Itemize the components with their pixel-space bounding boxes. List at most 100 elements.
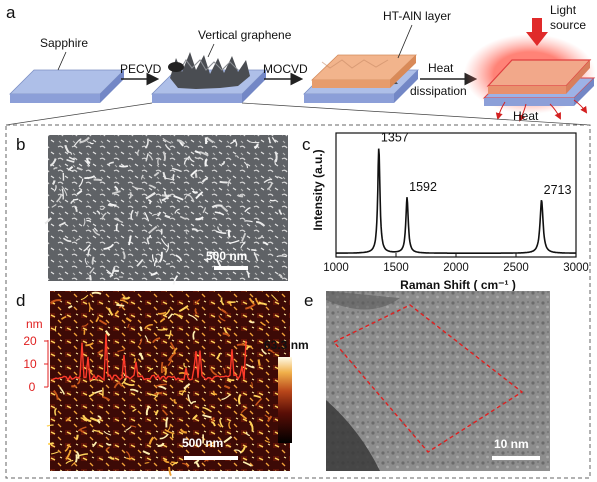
sem-flake bbox=[141, 174, 144, 180]
afm-flake bbox=[239, 413, 248, 420]
sem-flake bbox=[86, 220, 92, 223]
afm-flake bbox=[152, 337, 161, 344]
sem-flake bbox=[164, 144, 171, 151]
afm-flake bbox=[210, 368, 218, 376]
raman-peak-label: 1357 bbox=[381, 131, 409, 145]
afm-flake bbox=[65, 416, 72, 422]
sem-flake bbox=[277, 176, 283, 180]
afm-flake bbox=[89, 379, 99, 383]
afm-flake bbox=[168, 466, 172, 476]
sem-flake bbox=[91, 256, 95, 265]
sem-flake bbox=[184, 192, 192, 200]
afm-flake bbox=[154, 392, 159, 399]
sem-flake bbox=[158, 251, 163, 263]
sem-flake bbox=[191, 190, 199, 194]
sem-flake bbox=[263, 178, 273, 184]
afm-flake bbox=[117, 380, 123, 387]
afm-flake bbox=[157, 311, 167, 315]
afm-flake bbox=[227, 377, 235, 382]
inset-frame bbox=[5, 124, 591, 479]
afm-flake bbox=[49, 299, 62, 305]
afm-flake bbox=[121, 377, 127, 385]
sem-flake bbox=[160, 238, 169, 248]
afm-flake bbox=[211, 421, 216, 427]
sapphire-label: Sapphire bbox=[40, 36, 88, 50]
sem-flake bbox=[151, 254, 155, 262]
sem-flake bbox=[202, 207, 207, 214]
afm-flake bbox=[183, 362, 187, 368]
sem-flake bbox=[49, 158, 57, 167]
afm-flake bbox=[173, 347, 178, 355]
sem-flake bbox=[75, 238, 80, 242]
afm-flake bbox=[259, 321, 266, 327]
sem-flake bbox=[163, 191, 169, 200]
afm-flake bbox=[160, 361, 164, 374]
sem-flake bbox=[130, 209, 134, 220]
sem-flake bbox=[244, 220, 253, 223]
afm-flake bbox=[173, 399, 177, 405]
sem-flake bbox=[257, 235, 263, 240]
sem-flake bbox=[230, 138, 237, 145]
afm-flake bbox=[60, 315, 67, 320]
afm-flake bbox=[179, 428, 187, 434]
sem-flake bbox=[89, 274, 92, 281]
afm-flake bbox=[171, 433, 174, 439]
afm-flake bbox=[168, 330, 172, 340]
afm-flake bbox=[118, 302, 123, 309]
afm-flake bbox=[103, 430, 112, 436]
sem-flake bbox=[53, 167, 58, 170]
sem-flake bbox=[190, 169, 198, 177]
sem-flake bbox=[162, 137, 172, 144]
raman-peak-labels: 1357 1592 2713 bbox=[381, 131, 572, 197]
afm-flake bbox=[192, 330, 196, 340]
raman-plot-frame bbox=[335, 132, 577, 258]
heat-out-label: Heat bbox=[513, 109, 539, 123]
raman-peak-label: 1592 bbox=[409, 180, 437, 194]
ht-aln-stack bbox=[303, 54, 419, 103]
afm-flake bbox=[223, 435, 233, 444]
afm-flake bbox=[54, 325, 57, 332]
afm-flake bbox=[125, 317, 132, 323]
tem-flake-outline bbox=[332, 304, 524, 453]
raman-x-ticks: 1000 1500 2000 2500 3000 bbox=[323, 253, 589, 274]
sem-flake bbox=[101, 212, 107, 220]
afm-flake bbox=[202, 406, 212, 413]
afm-flake bbox=[172, 461, 179, 466]
sem-flake bbox=[278, 209, 283, 216]
afm-flake bbox=[94, 389, 103, 394]
sem-flake bbox=[79, 136, 90, 144]
afm-flake bbox=[125, 457, 133, 460]
afm-flake bbox=[173, 312, 183, 320]
afm-flake bbox=[100, 354, 103, 360]
sem-flake bbox=[148, 199, 152, 205]
sem-flake bbox=[194, 172, 198, 178]
sem-flake bbox=[84, 257, 88, 265]
sem-flake bbox=[204, 158, 208, 167]
afm-flake bbox=[194, 307, 198, 315]
afm-flake bbox=[117, 348, 126, 353]
afm-flake bbox=[51, 451, 59, 455]
sem-flake bbox=[266, 182, 273, 191]
sem-flake bbox=[56, 194, 62, 203]
afm-flake bbox=[178, 371, 188, 376]
afm-flake bbox=[220, 297, 225, 306]
afm-flake bbox=[167, 351, 177, 362]
afm-flake bbox=[167, 358, 172, 367]
sem-flake bbox=[241, 232, 247, 242]
afm-colorbar-max: 63.3 nm bbox=[264, 338, 309, 352]
sem-flake bbox=[162, 151, 166, 162]
afm-flake bbox=[46, 424, 54, 427]
sem-flake bbox=[195, 216, 204, 221]
sem-flake bbox=[44, 217, 52, 225]
afm-flake bbox=[97, 415, 102, 420]
sem-flake bbox=[70, 199, 75, 204]
heated-stack bbox=[464, 34, 596, 114]
afm-flake bbox=[80, 294, 89, 301]
afm-flake bbox=[253, 394, 262, 399]
afm-flake bbox=[98, 319, 108, 326]
sem-flake bbox=[219, 180, 228, 184]
sem-flake bbox=[84, 175, 96, 180]
sem-flake bbox=[278, 273, 283, 279]
sem-flake bbox=[191, 228, 199, 233]
